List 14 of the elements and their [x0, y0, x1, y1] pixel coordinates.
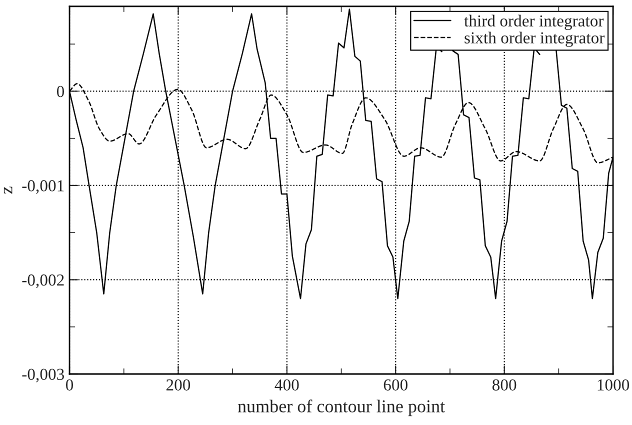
y-tick-label: -0,003 — [22, 368, 64, 382]
legend-label: sixth order integrator — [464, 32, 605, 47]
legend-label: third order integrator — [464, 14, 604, 30]
y-tick-label: -0,002 — [22, 274, 64, 288]
x-axis-title: number of contour line point — [238, 400, 445, 416]
x-tick-label: 600 — [384, 379, 408, 391]
y-tick-label: -0,001 — [22, 180, 64, 194]
x-tick-label: 1000 — [598, 379, 630, 391]
x-tick-label: 400 — [274, 379, 299, 391]
y-tick-label: 0 — [56, 86, 64, 98]
x-tick-label: 800 — [492, 379, 516, 391]
x-tick-label: 0 — [66, 379, 74, 391]
y-axis-title: z — [4, 186, 12, 194]
x-tick-label: 200 — [166, 379, 190, 391]
